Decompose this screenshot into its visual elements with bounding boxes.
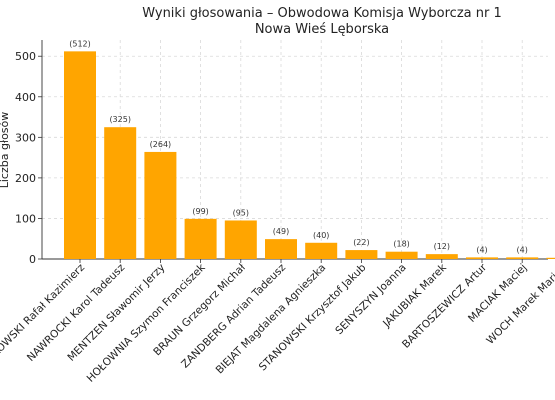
bars [64,51,555,259]
data-label: (264) [150,140,172,149]
data-label: (40) [313,231,329,240]
data-label: (99) [192,207,208,216]
bar [184,218,217,259]
y-tick-label: 300 [15,131,36,144]
data-label: (512) [69,39,91,48]
bar [224,220,257,259]
bar [546,257,555,259]
y-tick-label: 200 [15,172,36,185]
bar [104,127,137,259]
bar [425,254,458,259]
grid-lines [42,40,548,260]
data-label: (18) [393,240,409,249]
data-label: (4) [517,245,528,254]
y-tick-labels: 0 100 200 300 400 500 [15,50,36,266]
y-tick-label: 0 [29,253,36,266]
data-label: (325) [109,115,131,124]
data-label: (22) [353,238,369,247]
bar [64,51,96,259]
y-tick-label: 100 [15,212,36,225]
bar [345,250,378,259]
bar [144,151,177,259]
bar [506,257,539,259]
bar [466,257,498,259]
bar [385,251,418,259]
data-label: (95) [233,208,249,217]
y-tick-label: 500 [15,50,36,63]
data-label: (12) [434,242,450,251]
data-labels: (512) (325) (264) (99) (95) (49) (40) (22) (18) (… [69,39,528,254]
y-axis-label: Liczba głosów [0,112,11,189]
chart-title: Wyniki głosowania – Obwodowa Komisja Wyb… [142,6,502,21]
data-label: (4) [476,245,487,254]
x-tick-label: SENYSZYN Joanna [333,262,408,337]
bar [265,239,297,259]
chart-subtitle: Nowa Wieś Lęborska [255,22,389,37]
bar [305,242,338,259]
data-label: (49) [273,227,289,236]
y-tick-label: 400 [15,91,36,104]
